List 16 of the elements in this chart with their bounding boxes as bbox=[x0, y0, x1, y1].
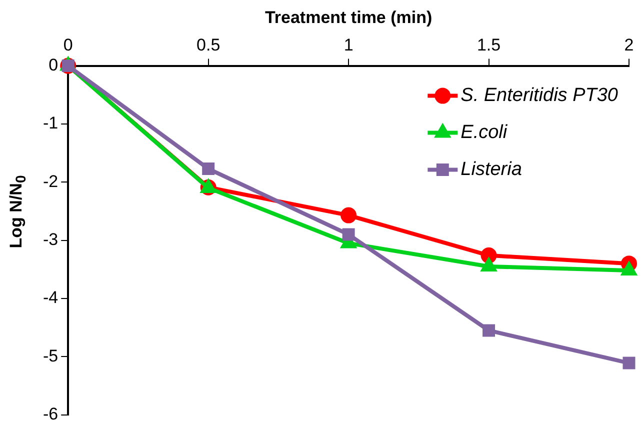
x-tick-label: 2 bbox=[624, 35, 634, 54]
y-tick-label: -4 bbox=[42, 288, 58, 308]
legend-label: Listeria bbox=[460, 159, 522, 180]
legend-label: S. Enteritidis PT30 bbox=[460, 85, 618, 106]
x-tick-label: 0.5 bbox=[196, 35, 220, 54]
y-tick-label: -3 bbox=[42, 230, 58, 249]
legend-label: E.coli bbox=[460, 122, 508, 144]
y-tick-label: -5 bbox=[42, 346, 58, 366]
x-axis-title: Treatment time (min) bbox=[264, 8, 432, 27]
y-tick-label: 0 bbox=[48, 55, 58, 74]
x-tick-label: 1 bbox=[344, 35, 354, 54]
y-tick-label: -2 bbox=[42, 172, 58, 191]
y-tick-label: -6 bbox=[42, 404, 58, 424]
y-tick-label: -1 bbox=[42, 114, 58, 133]
x-tick-label: 1.5 bbox=[476, 35, 501, 54]
x-tick-label: 0 bbox=[63, 35, 73, 54]
